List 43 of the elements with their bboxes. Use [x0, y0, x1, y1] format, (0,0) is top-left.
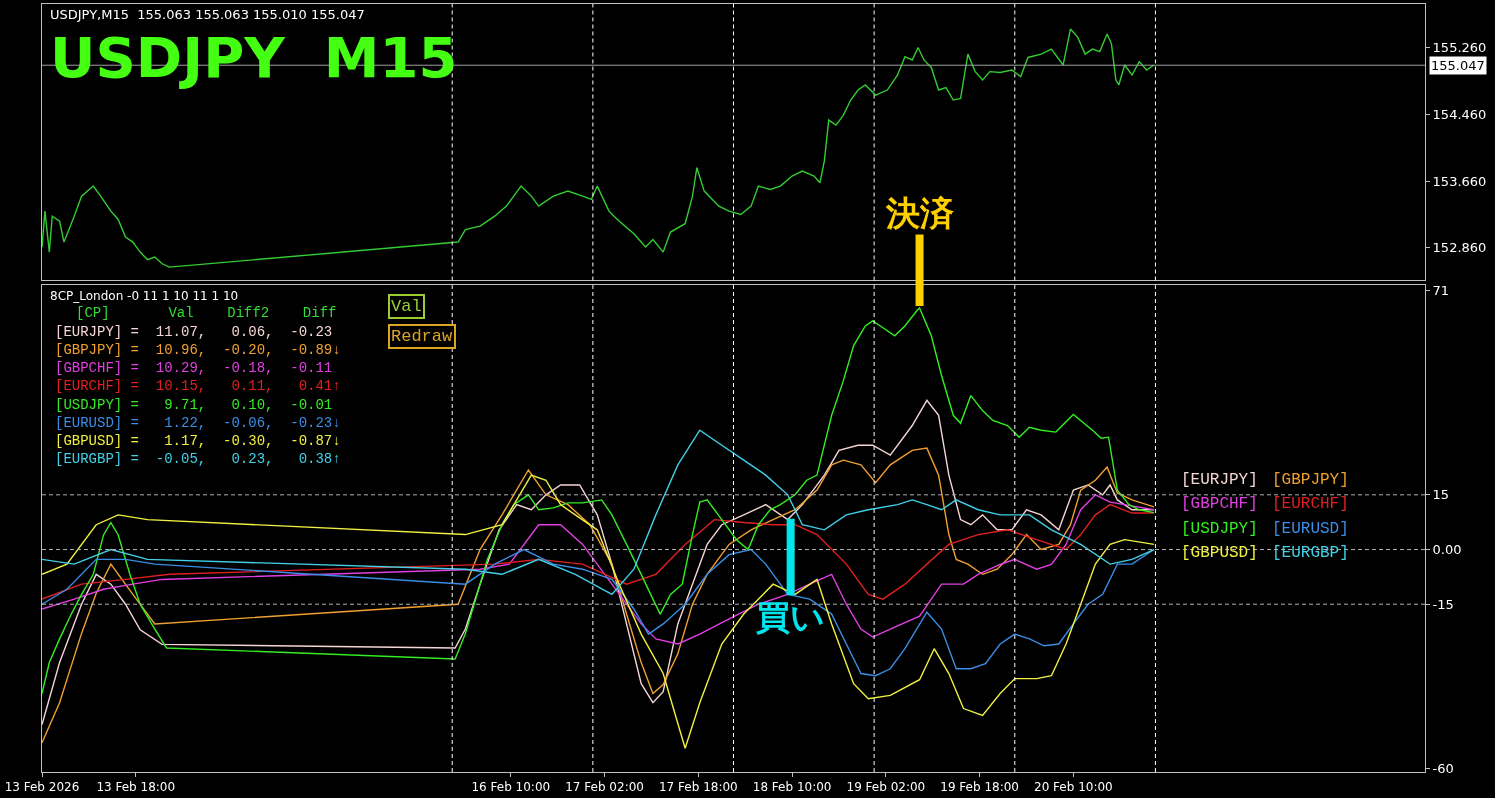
text: [EURJPY] — [1181, 471, 1258, 489]
y-tick-label: -15 — [1432, 596, 1454, 612]
annotation: [EURJPY] = 11.07, 0.06, -0.23 — [55, 324, 333, 340]
y-tick-label: 154.460 — [1432, 106, 1487, 122]
y-tick-label: 15 — [1432, 487, 1450, 503]
annotation: [EURUSD] = 1.22, -0.06, -0.23↓ — [55, 415, 341, 431]
annotation: [EURCHF] = 10.15, 0.11, 0.41↑ — [55, 378, 341, 394]
series-label: [GBPCHF] — [1181, 495, 1258, 513]
x-tick-label: 20 Feb 10:00 — [1034, 780, 1113, 795]
y-tick-label: 0.00 — [1432, 542, 1462, 558]
annotation: 買い — [756, 597, 825, 637]
annotation: [GBPCHF] = 10.29, -0.18, -0.11 — [55, 360, 333, 376]
ref-line-label: 155.047 — [1431, 58, 1485, 73]
y-tick-label: 152.860 — [1432, 240, 1487, 256]
y-tick-label: 153.660 — [1432, 173, 1487, 189]
annotation: Val — [391, 297, 422, 316]
annotation: [EURGBP] = -0.05, 0.23, 0.38↑ — [55, 451, 341, 467]
series-label: [GBPUSD] — [1181, 544, 1258, 562]
x-tick-label: 19 Feb 18:00 — [940, 780, 1019, 795]
text: [EURCHF] — [1272, 495, 1349, 513]
x-tick-label: 18 Feb 10:00 — [752, 780, 832, 795]
y-tick-label: 155.260 — [1432, 39, 1487, 55]
annotation: [USDJPY] = 9.71, 0.10, -0.01 — [55, 397, 333, 413]
text: [EURUSD] — [1272, 520, 1349, 538]
x-tick-label: 17 Feb 18:00 — [658, 780, 738, 795]
annotation: [CP] Val Diff2 Diff — [76, 305, 337, 321]
annotation: 決済 — [885, 193, 954, 233]
x-tick-label: 17 Feb 02:00 — [565, 780, 644, 795]
chart-title: 8CP_London -0 11 1 10 11 1 10 — [50, 289, 239, 303]
x-tick-label: 13 Feb 2026 — [4, 780, 80, 795]
x-tick-label: 13 Feb 18:00 — [96, 780, 176, 795]
x-tick-label: 19 Feb 02:00 — [846, 780, 926, 795]
chart-subtitle: USDJPY,M15 155.063 155.063 155.010 155.047 — [50, 7, 365, 22]
y-tick-label: 71 — [1432, 283, 1450, 299]
series-label: [USDJPY] — [1181, 520, 1258, 538]
text: [GBPJPY] — [1272, 471, 1349, 489]
annotation: Redraw — [391, 327, 454, 346]
annotation: [GBPJPY] = 10.96, -0.20, -0.89↓ — [55, 342, 341, 358]
text: [EURGBP] — [1272, 544, 1349, 562]
annotation: [GBPUSD] = 1.17, -0.30, -0.87↓ — [55, 433, 341, 449]
x-tick-label: 16 Feb 10:00 — [471, 780, 551, 795]
y-tick-label: -60 — [1432, 760, 1454, 776]
chart-title: USDJPY M15 — [50, 25, 458, 90]
